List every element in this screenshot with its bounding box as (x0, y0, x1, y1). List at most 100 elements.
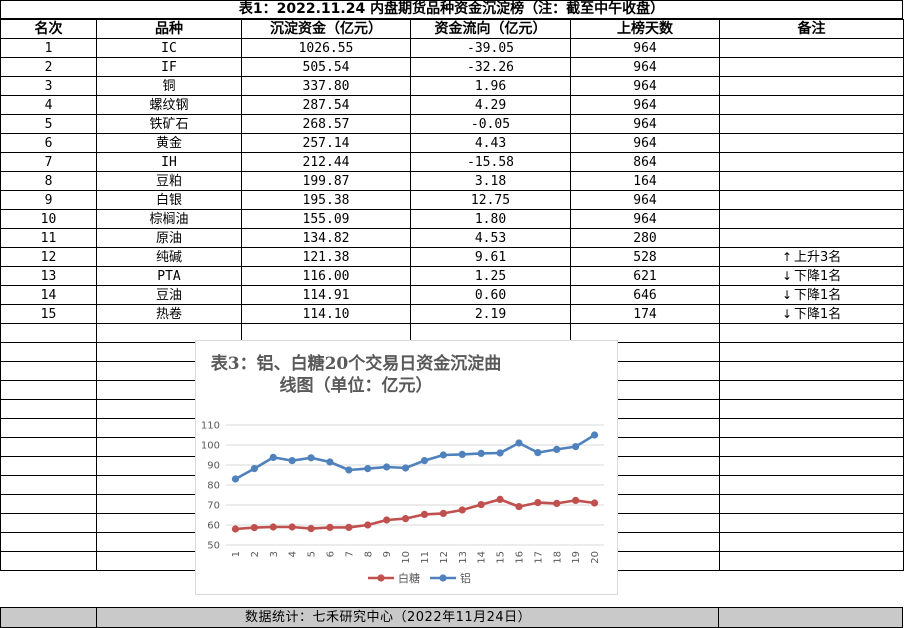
chart-title: 表3：铝、白糖20个交易日资金沉淀曲 线图（单位：亿元） (196, 353, 516, 397)
data-point (439, 451, 447, 459)
cell-note (719, 114, 904, 134)
cell-rank: 14 (0, 285, 97, 305)
data-point (231, 475, 240, 483)
footer-bar: 数据统计：七禾研究中心（2022年11月24日） (0, 607, 903, 628)
data-point (307, 525, 315, 533)
empty-cell (0, 513, 97, 533)
cell-flow: 1.80 (410, 209, 571, 229)
table-row: 4 螺纹钢 287.54 4.29 964 (0, 95, 904, 115)
empty-cell (0, 456, 97, 476)
legend-marker (377, 574, 385, 582)
data-point (288, 523, 296, 531)
empty-cell (0, 380, 97, 400)
cell-days: 964 (570, 209, 720, 229)
cell-fund: 268.57 (241, 114, 411, 134)
cell-flow: -39.05 (410, 38, 571, 58)
cell-days: 964 (570, 133, 720, 153)
legend-item: 白糖 (368, 571, 420, 585)
cell-flow: 9.61 (410, 247, 571, 267)
cell-fund: 114.10 (241, 304, 411, 324)
cell-fund: 1026.55 (241, 38, 411, 58)
cell-name: IC (96, 38, 242, 58)
cell-rank: 2 (0, 57, 97, 77)
cell-rank: 5 (0, 114, 97, 134)
empty-cell (719, 475, 904, 495)
data-point (553, 499, 561, 507)
cell-rank: 11 (0, 228, 97, 248)
remark-text: 下降1名 (794, 306, 842, 322)
data-point (590, 431, 599, 439)
data-point (401, 464, 410, 472)
data-point (572, 443, 580, 451)
empty-cell (0, 494, 97, 514)
table-row: 15 热卷 114.10 2.19 174 ↓ 下降1名 (0, 304, 904, 324)
data-point (572, 496, 580, 504)
empty-cell (719, 361, 904, 381)
arrow-down-icon: ↓ (781, 306, 793, 321)
cell-flow: 2.19 (410, 304, 571, 324)
chart-title-line1: 表3：铝、白糖20个交易日资金沉淀曲 (210, 354, 502, 374)
cell-fund: 155.09 (241, 209, 411, 229)
empty-cell (0, 532, 97, 552)
cell-note (719, 171, 904, 191)
cell-rank: 7 (0, 152, 97, 172)
empty-cell (719, 494, 904, 514)
data-point (250, 524, 258, 532)
table-header-row: 名次 品种 沉淀资金（亿元） 资金流向（亿元） 上榜天数 备注 (0, 19, 904, 39)
cell-flow: 1.96 (410, 76, 571, 96)
empty-cell (0, 418, 97, 438)
cell-rank: 4 (0, 95, 97, 115)
empty-cell (0, 342, 97, 362)
data-point (364, 521, 372, 529)
table-row: 11 原油 134.82 4.53 280 (0, 228, 904, 248)
x-tick-label: 9 (382, 551, 393, 557)
cell-name: 豆油 (96, 285, 242, 305)
cell-flow: 4.43 (410, 133, 571, 153)
empty-cell (0, 475, 97, 495)
data-point (496, 449, 504, 457)
empty-cell (0, 551, 97, 571)
remark-text: 下降1名 (794, 268, 842, 284)
cell-fund: 116.00 (241, 266, 411, 286)
y-tick-label: 100 (201, 441, 220, 452)
empty-row (0, 323, 904, 343)
cell-fund: 199.87 (241, 171, 411, 191)
x-tick-label: 6 (325, 551, 336, 557)
x-tick-label: 2 (250, 551, 261, 557)
cell-fund: 114.91 (241, 285, 411, 305)
data-point (477, 501, 485, 509)
x-tick-label: 10 (401, 551, 412, 564)
cell-name: 螺纹钢 (96, 95, 242, 115)
column-header: 资金流向（亿元） (410, 19, 571, 39)
cell-name: 黄金 (96, 133, 242, 153)
empty-cell (719, 380, 904, 400)
cell-flow: -15.58 (410, 152, 571, 172)
data-point (345, 523, 353, 531)
y-tick-label: 80 (207, 481, 220, 492)
cell-days: 528 (570, 247, 720, 267)
x-tick-label: 11 (420, 551, 431, 564)
cell-name: 铜 (96, 76, 242, 96)
table-row: 1 IC 1026.55 -39.05 964 (0, 38, 904, 58)
cell-note (719, 228, 904, 248)
data-point (231, 525, 240, 533)
data-point (326, 458, 334, 466)
legend-item: 铝 (430, 571, 471, 585)
cell-days: 621 (570, 266, 720, 286)
cell-note: ↑ 上升3名 (719, 247, 904, 267)
data-point (250, 465, 258, 473)
cell-fund: 134.82 (241, 228, 411, 248)
empty-cell (719, 418, 904, 438)
table-row: 6 黄金 257.14 4.43 964 (0, 133, 904, 153)
cell-days: 646 (570, 285, 720, 305)
data-point (269, 523, 277, 531)
cell-note (719, 38, 904, 58)
table-row: 8 豆粕 199.87 3.18 164 (0, 171, 904, 191)
cell-flow: 3.18 (410, 171, 571, 191)
data-point (553, 445, 561, 453)
cell-fund: 287.54 (241, 95, 411, 115)
cell-name: 白银 (96, 190, 242, 210)
empty-cell (719, 342, 904, 362)
y-tick-label: 70 (207, 501, 220, 512)
table-row: 9 白银 195.38 12.75 964 (0, 190, 904, 210)
